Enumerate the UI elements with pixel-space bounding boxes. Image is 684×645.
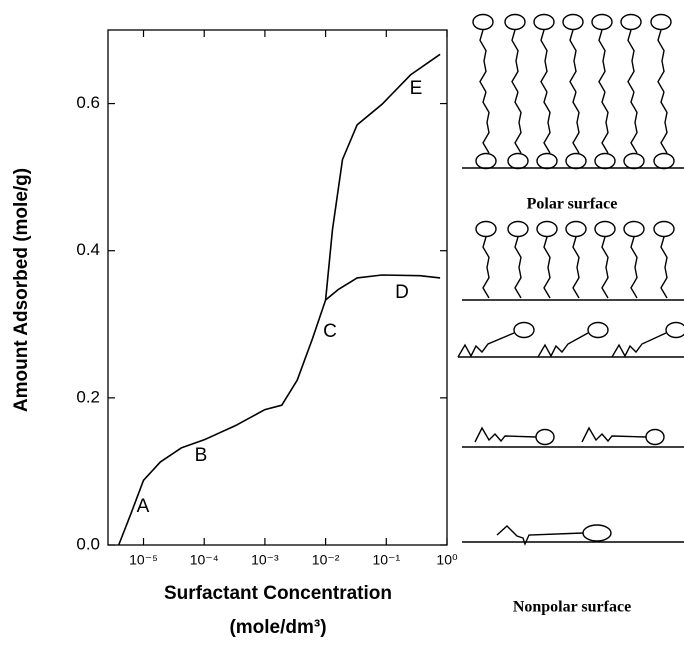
head [507, 220, 529, 238]
x-tick-label: 10⁻² [312, 552, 340, 568]
tail [581, 426, 647, 443]
head [565, 220, 587, 238]
nonpolar-label: Nonpolar surface [513, 599, 631, 616]
x-tick-label: 10⁻³ [251, 552, 279, 568]
annotation: E [410, 78, 423, 99]
x-tick-label: 10⁰ [436, 552, 458, 568]
head [536, 152, 558, 170]
tail [630, 91, 638, 154]
tail [601, 91, 609, 154]
tail [496, 525, 584, 546]
tail [457, 332, 515, 358]
tail [543, 236, 551, 299]
polar-label: Polar surface [527, 196, 618, 213]
head [513, 321, 535, 339]
y-tick-label: 0.4 [76, 240, 100, 259]
head [623, 152, 645, 170]
head [533, 13, 555, 31]
head [650, 13, 672, 31]
tail [601, 236, 609, 299]
y-tick-label: 0.6 [76, 93, 100, 112]
head [594, 220, 616, 238]
x-axis-label: (mole/dm³) [229, 617, 326, 638]
line-series [117, 53, 441, 546]
tail [611, 332, 667, 358]
head [653, 220, 675, 238]
head [587, 321, 609, 339]
tail [660, 236, 668, 299]
tail [514, 91, 522, 154]
head [623, 220, 645, 238]
tail [482, 236, 490, 299]
tail [537, 332, 589, 358]
tail [572, 236, 580, 299]
tail [482, 91, 490, 154]
tail [540, 29, 548, 93]
head [475, 152, 497, 170]
annotation: C [323, 321, 337, 342]
head [620, 13, 642, 31]
tail [511, 29, 519, 93]
annotation: B [195, 445, 208, 466]
annotation: A [137, 496, 150, 517]
head [594, 152, 616, 170]
y-axis-label: Amount Adsorbed (mole/g) [11, 168, 32, 412]
x-tick-label: 10⁻⁵ [129, 552, 158, 568]
head [536, 220, 558, 238]
head [665, 321, 684, 339]
head [562, 13, 584, 31]
head [565, 152, 587, 170]
line-series [325, 274, 441, 301]
head [653, 152, 675, 170]
head [591, 13, 613, 31]
tail [572, 91, 580, 154]
x-tick-label: 10⁻⁴ [190, 552, 219, 568]
tail [514, 236, 522, 299]
tail [657, 29, 665, 93]
head [645, 428, 665, 446]
head [504, 13, 526, 31]
tail [627, 29, 635, 93]
y-tick-label: 0.2 [76, 387, 100, 406]
head [475, 220, 497, 238]
y-tick-label: 0.0 [76, 534, 100, 553]
tail [660, 91, 668, 154]
tail [569, 29, 577, 93]
x-tick-label: 10⁻¹ [372, 552, 400, 568]
diagram [457, 13, 684, 546]
tail [630, 236, 638, 299]
tail [474, 426, 537, 443]
tail [543, 91, 551, 154]
tail [479, 29, 487, 93]
annotation: D [395, 282, 409, 303]
head [535, 428, 555, 446]
plot-frame [107, 29, 448, 546]
tail [598, 29, 606, 93]
head [507, 152, 529, 170]
head [582, 524, 612, 542]
x-axis-label: Surfactant Concentration [164, 583, 392, 604]
head [472, 13, 494, 31]
